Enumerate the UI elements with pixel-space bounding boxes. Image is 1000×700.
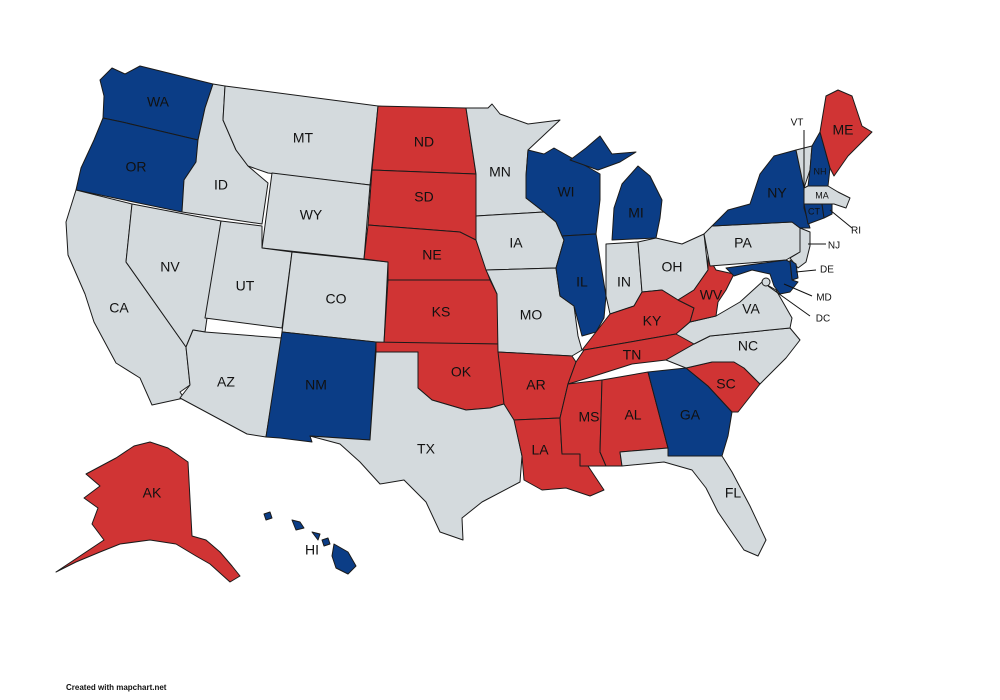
label-TN: TN <box>623 347 642 363</box>
label-TX: TX <box>417 441 436 457</box>
label-VA: VA <box>742 301 760 317</box>
state-NJ[interactable] <box>789 227 811 269</box>
label-MD: MD <box>816 293 832 304</box>
label-KS: KS <box>432 304 451 320</box>
label-NC: NC <box>738 338 758 354</box>
label-AL: AL <box>624 407 641 423</box>
label-UT: UT <box>236 278 255 294</box>
label-MT: MT <box>293 130 314 146</box>
label-ND: ND <box>414 134 434 150</box>
label-MA: MA <box>815 190 829 200</box>
label-PA: PA <box>734 235 752 251</box>
label-GA: GA <box>680 407 701 423</box>
label-FL: FL <box>725 485 742 501</box>
label-OR: OR <box>126 159 147 175</box>
label-MS: MS <box>579 409 600 425</box>
label-MN: MN <box>489 164 511 180</box>
label-AR: AR <box>526 377 545 393</box>
label-IN: IN <box>617 274 631 290</box>
label-LA: LA <box>531 442 549 458</box>
state-NM[interactable] <box>265 331 377 443</box>
label-WY: WY <box>300 207 323 223</box>
state-AK[interactable] <box>55 441 241 583</box>
label-DE: DE <box>820 265 834 276</box>
label-MO: MO <box>520 307 543 323</box>
label-WV: WV <box>700 287 723 303</box>
state-ME[interactable] <box>819 89 873 177</box>
label-NM: NM <box>305 377 327 393</box>
label-SD: SD <box>414 189 433 205</box>
label-leader-lines <box>767 130 853 317</box>
label-IL: IL <box>576 274 588 290</box>
state-MD[interactable] <box>725 259 799 295</box>
label-IA: IA <box>509 235 523 251</box>
state-FL[interactable] <box>619 447 767 557</box>
state-IL[interactable] <box>555 233 607 337</box>
label-DC: DC <box>816 314 830 325</box>
label-RI: RI <box>851 226 861 237</box>
label-AK: AK <box>143 485 162 501</box>
label-ID: ID <box>214 177 228 193</box>
state-CT[interactable] <box>803 203 825 225</box>
label-AZ: AZ <box>217 374 235 390</box>
label-WI: WI <box>557 184 574 200</box>
label-HI: HI <box>305 542 319 558</box>
label-NJ: NJ <box>828 241 840 252</box>
label-NV: NV <box>160 259 180 275</box>
label-NH: NH <box>814 166 827 176</box>
label-WA: WA <box>147 94 170 110</box>
label-CA: CA <box>109 300 129 316</box>
label-SC: SC <box>716 376 735 392</box>
state-WV[interactable] <box>677 255 735 323</box>
credit-text: Created with mapchart.net <box>66 683 167 692</box>
label-NY: NY <box>767 185 787 201</box>
label-OK: OK <box>451 364 472 380</box>
state-MI[interactable] <box>569 135 663 241</box>
state-DC[interactable] <box>761 277 771 287</box>
state-RI[interactable] <box>821 203 833 219</box>
label-MI: MI <box>628 205 644 221</box>
label-ME: ME <box>833 122 854 138</box>
label-OH: OH <box>662 259 683 275</box>
state-NY[interactable] <box>711 149 811 229</box>
label-CO: CO <box>326 291 347 307</box>
label-KY: KY <box>643 313 662 329</box>
label-VT: VT <box>791 118 804 129</box>
label-NE: NE <box>422 247 441 263</box>
state-HI[interactable] <box>263 511 357 575</box>
state-TX[interactable] <box>309 351 523 541</box>
label-CT: CT <box>808 206 820 216</box>
state-PA[interactable] <box>703 221 801 267</box>
